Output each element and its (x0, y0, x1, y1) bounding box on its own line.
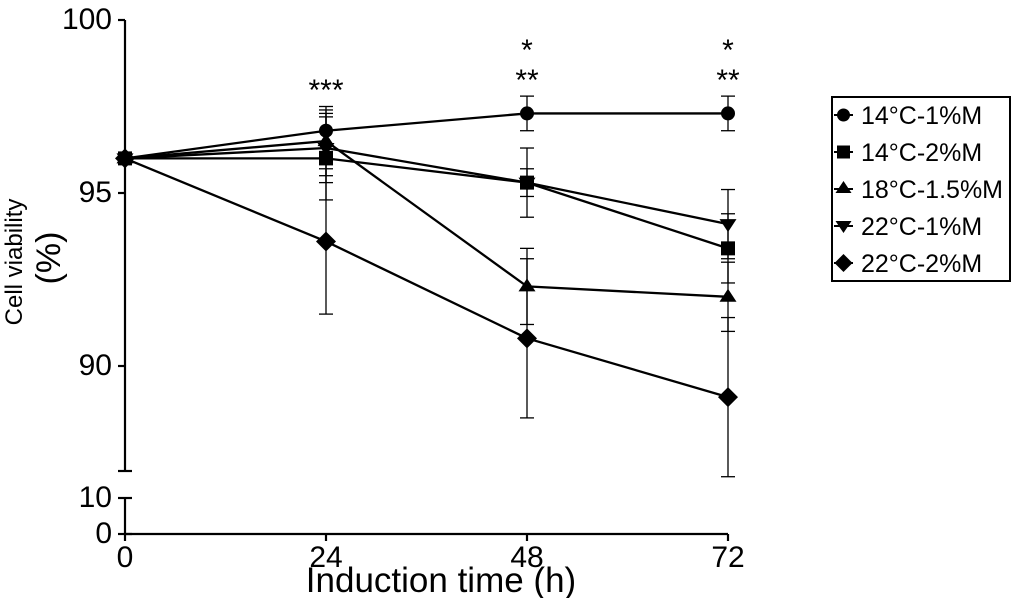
svg-text:22°C-2%M: 22°C-2%M (861, 250, 982, 278)
svg-text:100: 100 (62, 3, 112, 36)
svg-text:Cell viability: Cell viability (1, 199, 28, 326)
svg-text:90: 90 (79, 349, 112, 382)
svg-text:Induction time (h): Induction time (h) (306, 561, 576, 598)
svg-text:**: ** (716, 64, 740, 97)
svg-text:*: * (521, 34, 533, 67)
svg-text:10: 10 (79, 481, 112, 514)
svg-text:95: 95 (79, 176, 112, 209)
svg-text:0: 0 (117, 541, 134, 574)
svg-text:14°C-2%M: 14°C-2%M (861, 139, 982, 167)
svg-text:0: 0 (95, 517, 112, 550)
svg-text:14°C-1%M: 14°C-1%M (861, 102, 982, 130)
svg-text:72: 72 (711, 541, 744, 574)
svg-text:**: ** (515, 64, 539, 97)
svg-text:*: * (722, 34, 734, 67)
svg-text:(%): (%) (30, 232, 68, 285)
svg-text:18°C-1.5%M: 18°C-1.5%M (861, 176, 1003, 204)
svg-text:22°C-1%M: 22°C-1%M (861, 213, 982, 241)
svg-text:***: *** (308, 74, 343, 107)
